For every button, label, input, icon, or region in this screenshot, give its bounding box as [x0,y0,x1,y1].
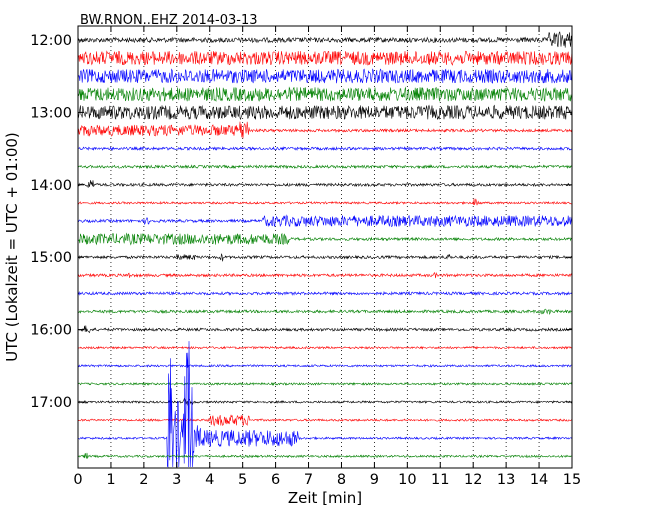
trace-1715 [77,414,573,427]
trace-1600 [77,325,573,334]
trace-1315 [77,121,573,139]
x-tick-label: 8 [337,472,346,488]
x-tick-label: 2 [139,472,148,488]
trace-1445 [77,232,572,246]
y-tick-label: 15:00 [30,250,72,266]
trace-1700 [77,397,573,406]
y-axis-label: UTC (Lokalzeit = UTC + 01:00) [3,132,21,362]
x-tick-label: 1 [106,472,115,488]
x-tick-label: 4 [205,472,214,488]
trace-1245 [77,86,573,102]
trace-1745 [77,452,572,459]
chart-title: BW.RNON..EHZ 2014-03-13 [80,13,258,28]
x-tick-label: 9 [370,472,379,488]
y-tick-label: 17:00 [30,395,72,411]
trace-1230 [77,68,573,84]
trace-1430 [77,214,573,228]
y-tick-label: 14:00 [30,178,72,194]
y-tick-label: 12:00 [30,33,72,49]
trace-1200 [77,31,573,48]
trace-1400 [77,180,572,188]
trace-1730 [77,341,573,468]
trace-1215 [77,50,573,66]
trace-1645 [77,381,573,386]
x-tick-label: 5 [238,472,247,488]
trace-1415 [77,198,572,206]
plot-frame [77,25,573,469]
x-tick-label: 13 [497,472,515,488]
x-tick-label: 0 [73,472,82,488]
x-axis-label: Zeit [min] [288,489,362,507]
seismogram-traces [77,31,573,468]
x-tick-label: 7 [304,472,313,488]
trace-1615 [77,345,573,350]
trace-1630 [77,363,572,368]
trace-1530 [77,290,573,296]
trace-1300 [77,104,573,121]
x-tick-label: 6 [271,472,280,488]
x-axis-ticks: 0 1 2 3 4 5 6 7 8 9 10 11 12 13 14 15 [73,26,581,488]
x-tick-label: 12 [464,472,482,488]
y-tick-label: 16:00 [30,323,72,339]
x-tick-label: 3 [172,472,181,488]
trace-1500 [77,253,573,262]
vertical-gridlines [110,26,540,468]
y-tick-label: 13:00 [30,105,72,121]
x-tick-label: 15 [563,472,581,488]
trace-1330 [77,146,572,152]
y-axis-ticks: 12:00 13:00 14:00 15:00 16:00 17:00 [30,33,572,411]
x-tick-label: 10 [398,472,416,488]
trace-1345 [77,164,573,170]
x-tick-label: 11 [431,472,449,488]
trace-1545 [77,308,572,316]
x-tick-label: 14 [530,472,548,488]
trace-1515 [77,271,573,279]
